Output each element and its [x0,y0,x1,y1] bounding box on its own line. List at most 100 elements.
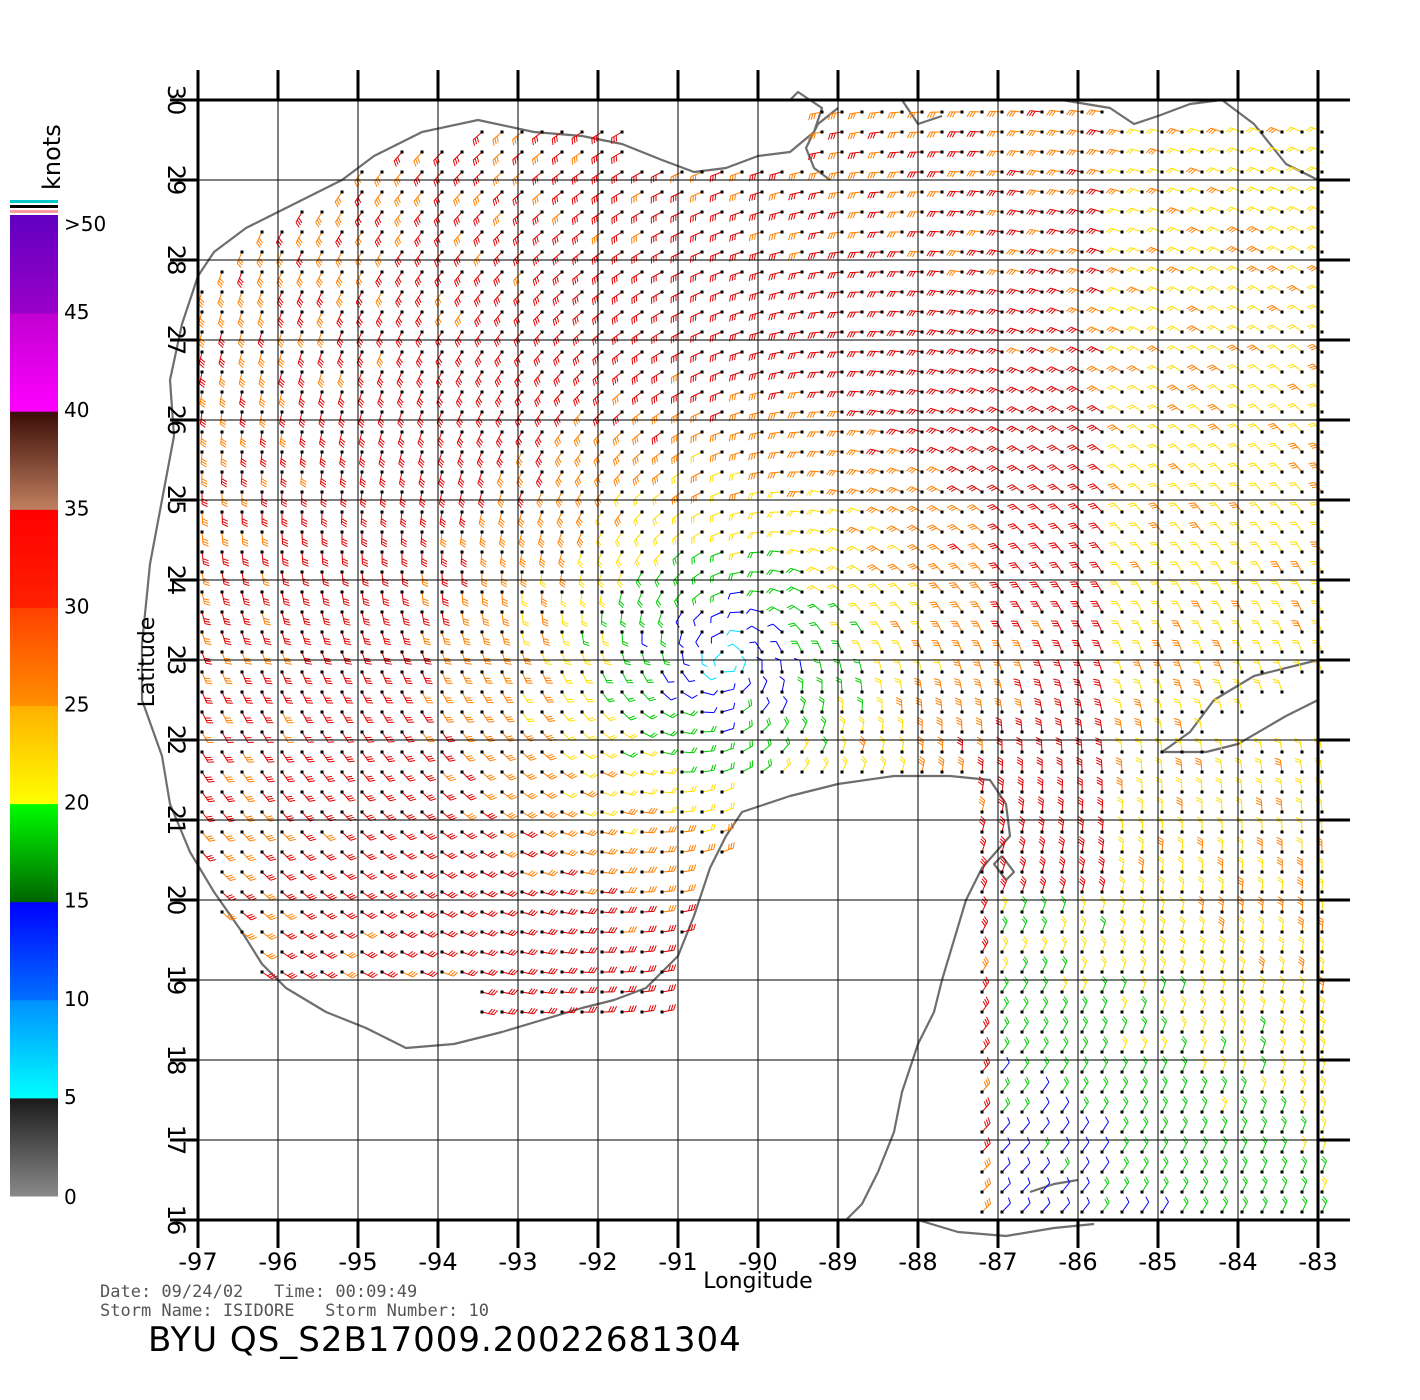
colorbar-band [10,215,58,314]
wind-barb [1060,1076,1070,1094]
wind-barb [620,985,637,994]
wind-barb [1100,1116,1109,1134]
wind-barb [1220,1156,1228,1174]
wind-barb [580,966,598,974]
wind-barb [1120,1116,1129,1134]
wind-barb [1020,1157,1031,1174]
wind-barb [1060,996,1069,1014]
wind-barb [1260,1196,1268,1214]
wind-barb [1320,1176,1328,1194]
wind-barb [480,969,498,976]
wind-barb [1140,1156,1149,1174]
wind-barb [1060,1116,1070,1134]
wind-barb [1060,1197,1071,1214]
wind-barb [1220,1076,1228,1094]
longitude-tick-label: -86 [1058,1248,1097,1276]
wind-barb [1100,1156,1110,1174]
wind-barb [1140,1116,1149,1134]
wind-barb [1000,1157,1011,1174]
wind-barb [1260,1075,1267,1094]
colorbar-tick-labels: 5 10 15 20 25 30 35 40 45 0 [64,300,89,1209]
coastline-segment [917,1218,1095,1238]
wind-barb [1278,956,1285,974]
longitude-tick-label: -84 [1218,1248,1257,1276]
wind-barb [500,1008,518,1015]
colorbar-unit-label: knots [38,124,66,190]
wind-barb [440,969,459,977]
wind-barb [1060,1156,1070,1174]
wind-barb [1020,1036,1030,1054]
date-time-line: Date: 09/24/02 Time: 00:09:49 [100,1282,417,1302]
colorbar-band [10,509,58,608]
latitude-tick-label: 25 [162,485,190,516]
colorbar-tick-label: 10 [64,987,89,1011]
wind-barb [1000,1197,1011,1214]
wind-barb [1300,1196,1308,1214]
wind-barb [1180,1096,1188,1114]
longitude-tick-label: -96 [258,1248,297,1276]
wind-barb [1080,1156,1090,1174]
wind-barb [980,996,990,1014]
wind-barb [560,987,578,994]
wind-barb [580,1006,598,1014]
wind-barb [1180,1015,1187,1034]
wind-barb [560,1007,578,1014]
wind-barb [1020,1096,1030,1114]
wind-barb [1320,1155,1327,1174]
wind-barb [540,1007,558,1014]
longitude-tick-label: -95 [338,1248,377,1276]
wind-barb [560,967,578,974]
wind-barb [1200,995,1207,1014]
colorbar-band [10,901,58,1001]
wind-barb [1240,1016,1246,1034]
longitude-tick-label: -97 [178,1248,217,1276]
latitude-tick-label: 21 [162,805,190,836]
wind-barb [1320,1095,1327,1114]
wind-barb [1000,1097,1011,1114]
storm-info-line: Storm Name: ISIDORE Storm Number: 10 [100,1301,489,1321]
wind-barb [1240,1096,1248,1114]
wind-barb [1080,956,1088,974]
wind-barb [1140,1176,1149,1194]
wind-barb [1300,1075,1307,1094]
wind-barb [420,970,438,978]
wind-barb [1319,1016,1326,1034]
wind-barb [1220,996,1226,1014]
longitude-tick-label: -87 [978,1248,1017,1276]
wind-barb [260,950,278,960]
wind-barb [1100,1076,1109,1094]
wind-barb [980,1177,991,1194]
longitude-tick-label: -92 [578,1248,617,1276]
wind-barb [500,988,518,996]
wind-barb [520,1007,538,1015]
wind-barb [1080,1096,1089,1114]
wind-barb [1060,1036,1069,1054]
wind-barb [1000,1016,1010,1034]
wind-barb [1240,1075,1247,1094]
wind-barb [520,988,538,995]
wind-barb [1279,1036,1286,1054]
wind-barb [1160,1076,1168,1094]
coastline-segment [1029,1178,1079,1194]
wind-barb [1020,1016,1029,1034]
wind-barb [1000,1117,1011,1134]
colorbar-band [10,313,58,412]
wind-barb [1140,995,1147,1014]
wind-barb [1100,1176,1110,1194]
wind-barb [1120,1196,1130,1214]
colorbar-tick-label: 5 [64,1085,77,1109]
wind-barb [1120,955,1127,974]
wind-barb [320,970,338,979]
wind-barb [1120,1156,1130,1174]
wind-barb [1320,1115,1327,1134]
wind-barb [1260,1116,1268,1134]
longitude-tick-label: -94 [418,1248,457,1276]
latitude-tick-label: 22 [162,725,190,756]
x-axis-label: Longitude [703,1269,812,1294]
coastline-segment [140,275,1012,1221]
latitude-tick-label: 18 [162,1045,190,1076]
wind-barb [1240,1156,1248,1174]
wind-barb [600,1005,618,1014]
wind-barb [580,986,598,994]
wind-barb [1000,1076,1010,1094]
